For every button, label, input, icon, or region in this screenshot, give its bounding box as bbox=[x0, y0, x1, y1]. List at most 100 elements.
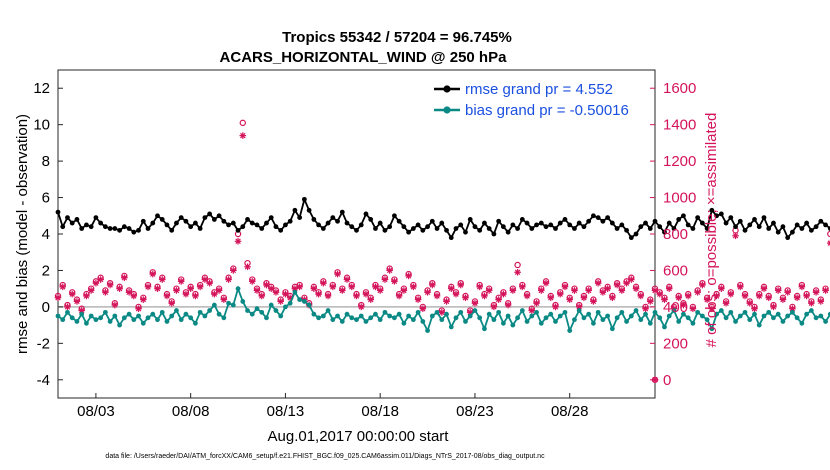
x-tick-label: 08/13 bbox=[267, 403, 305, 420]
y-tick-label-right: 0 bbox=[663, 372, 671, 389]
rmse-point bbox=[723, 220, 729, 226]
bias-point bbox=[728, 309, 734, 315]
rmse-point bbox=[55, 209, 61, 215]
rmse-point bbox=[74, 217, 80, 222]
obs-assimilated-point bbox=[391, 278, 398, 285]
rmse-point bbox=[808, 227, 814, 233]
bias-point bbox=[226, 300, 231, 306]
bias-point bbox=[529, 313, 535, 319]
rmse-point bbox=[107, 226, 113, 231]
bias-point bbox=[377, 317, 383, 323]
bias-point bbox=[297, 297, 303, 302]
bias-point bbox=[505, 313, 511, 319]
bias-point bbox=[690, 320, 696, 326]
rmse-point bbox=[567, 222, 573, 228]
y-tick-label-right: 1600 bbox=[663, 80, 696, 97]
obs-assimilated-point bbox=[827, 239, 830, 247]
obs-assimilated-point bbox=[68, 290, 76, 298]
obs-assimilated-point bbox=[73, 298, 81, 305]
obs-assimilated-point bbox=[514, 268, 521, 276]
bias-point bbox=[264, 315, 269, 321]
bias-point bbox=[363, 319, 369, 324]
bias-point bbox=[482, 326, 487, 332]
bias-point bbox=[382, 309, 388, 315]
bias-point bbox=[259, 309, 265, 315]
obs-assimilated-point bbox=[239, 132, 247, 139]
obs-assimilated-point bbox=[158, 276, 166, 283]
rmse-point bbox=[249, 220, 255, 226]
rmse-point bbox=[510, 222, 516, 228]
bias-point bbox=[278, 313, 284, 319]
obs-assimilated-point bbox=[609, 294, 616, 302]
rmse-point bbox=[742, 227, 748, 233]
bias-point bbox=[605, 313, 611, 319]
bias-point bbox=[88, 313, 94, 319]
obs-assimilated-point bbox=[694, 289, 701, 296]
rmse-point bbox=[524, 220, 530, 226]
bias-point bbox=[93, 317, 99, 323]
rmse-point bbox=[581, 224, 587, 230]
y-tick-label-right: 1200 bbox=[663, 153, 696, 170]
obs-assimilated-point bbox=[628, 276, 635, 283]
obs-assimilated-point bbox=[713, 292, 720, 300]
obs-assimilated-point bbox=[661, 296, 668, 303]
rmse-point bbox=[562, 217, 568, 222]
bias-point bbox=[235, 286, 241, 292]
rmse-point bbox=[88, 224, 94, 230]
y-tick-label-right: 1000 bbox=[663, 190, 696, 207]
bias-point bbox=[65, 309, 70, 315]
obs-assimilated-point bbox=[438, 309, 446, 316]
obs-assimilated-point bbox=[646, 298, 654, 305]
rmse-point bbox=[382, 227, 388, 233]
obs-assimilated-point bbox=[267, 285, 275, 292]
obs-assimilated-point bbox=[253, 287, 261, 294]
rmse-point bbox=[169, 227, 175, 233]
rmse-point bbox=[363, 211, 369, 217]
bias-point bbox=[216, 311, 222, 317]
rmse-point bbox=[785, 235, 791, 241]
obs-assimilated-point bbox=[329, 283, 337, 291]
rmse-point bbox=[226, 222, 231, 228]
x-axis-label: Aug.01,2017 00:00:00 start bbox=[268, 428, 450, 445]
bias-point bbox=[752, 311, 757, 317]
obs-assimilated-point bbox=[765, 294, 773, 302]
rmse-point bbox=[240, 224, 246, 230]
obs-assimilated-point bbox=[410, 283, 417, 291]
obs-assimilated-point bbox=[196, 283, 204, 291]
obs-assimilated-point bbox=[343, 276, 351, 283]
rmse-point bbox=[373, 226, 378, 231]
obs-assimilated-point bbox=[334, 270, 341, 278]
rmse-point bbox=[84, 222, 89, 228]
bias-point bbox=[799, 320, 805, 326]
rmse-point bbox=[766, 226, 772, 231]
rmse-point bbox=[790, 229, 795, 235]
obs-assimilated-point bbox=[751, 305, 758, 313]
rmse-point bbox=[410, 226, 416, 231]
rmse-point bbox=[150, 220, 156, 226]
rmse-point bbox=[794, 222, 800, 228]
bias-point bbox=[126, 311, 132, 317]
rmse-point bbox=[387, 224, 393, 230]
bias-point bbox=[775, 311, 781, 317]
obs-assimilated-point bbox=[490, 303, 498, 311]
obs-assimilated-point bbox=[206, 279, 213, 287]
rmse-point bbox=[709, 207, 715, 213]
obs-assimilated-point bbox=[452, 290, 460, 298]
rmse-point bbox=[273, 224, 279, 230]
rmse-point bbox=[264, 220, 269, 226]
rmse-point bbox=[207, 211, 213, 217]
rmse-point bbox=[377, 220, 383, 226]
x-tick-label: 08/08 bbox=[172, 403, 210, 420]
bias-point bbox=[557, 313, 563, 319]
bias-point bbox=[491, 317, 497, 323]
bias-point bbox=[98, 315, 104, 321]
obs-assimilated-point bbox=[414, 296, 422, 303]
rmse-point bbox=[628, 235, 634, 241]
obs-assimilated-point bbox=[296, 283, 303, 291]
obs-assimilated-point bbox=[623, 279, 630, 287]
bias-point bbox=[292, 289, 298, 295]
bias-point bbox=[628, 313, 634, 319]
bias-point bbox=[458, 309, 464, 315]
bias-series bbox=[55, 285, 830, 334]
